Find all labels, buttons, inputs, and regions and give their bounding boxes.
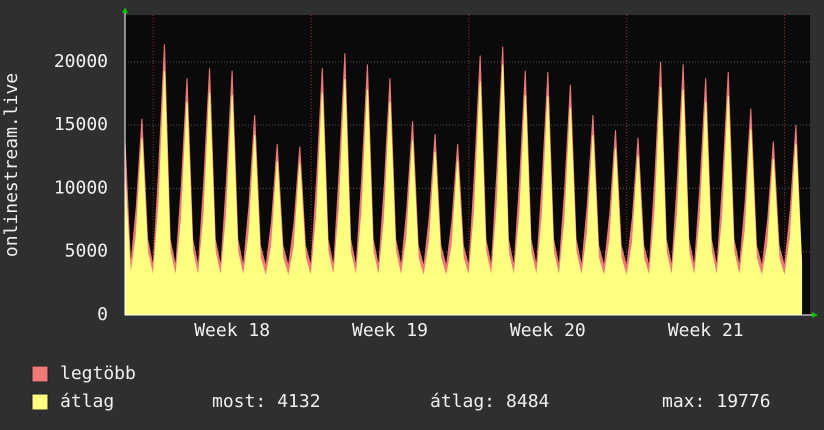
stat: átlag: 8484 <box>430 391 549 412</box>
stat-value: 8484 <box>506 391 549 412</box>
legend-swatch <box>31 365 49 383</box>
x-tick-label: Week 19 <box>352 320 428 341</box>
legend-label: átlag <box>60 391 114 412</box>
axes: 0 5000 10000 15000 20000 Week 18 Week 19 Week 2… <box>54 7 818 341</box>
x-tick-label: Week 20 <box>510 320 586 341</box>
y-axis-label: onlinestream.live <box>1 73 22 257</box>
y-tick-label: 10000 <box>54 177 108 198</box>
x-tick-label: Week 18 <box>194 320 270 341</box>
x-tick-label: Week 21 <box>668 320 744 341</box>
y-tick-label: 5000 <box>65 241 108 262</box>
y-tick-label: 20000 <box>54 51 108 72</box>
y-tick-label: 15000 <box>54 114 108 135</box>
legend-swatch <box>31 393 49 411</box>
legend: legtöbb átlag most: 4132 átlag: 8484 max: 19776 <box>31 363 771 412</box>
y-arrow <box>122 7 128 13</box>
y-tick-label: 0 <box>97 304 108 325</box>
stat-label: most: <box>212 391 266 412</box>
legend-label: legtöbb <box>60 363 136 384</box>
stat-value: 4132 <box>277 391 320 412</box>
stat: most: 4132 <box>212 391 321 412</box>
x-arrow <box>812 312 818 318</box>
marks <box>124 44 803 316</box>
stat: max: 19776 <box>662 391 771 412</box>
stat-value: 19776 <box>716 391 770 412</box>
stat-label: átlag: <box>430 391 495 412</box>
stat-label: max: <box>662 391 705 412</box>
area <box>124 64 803 316</box>
